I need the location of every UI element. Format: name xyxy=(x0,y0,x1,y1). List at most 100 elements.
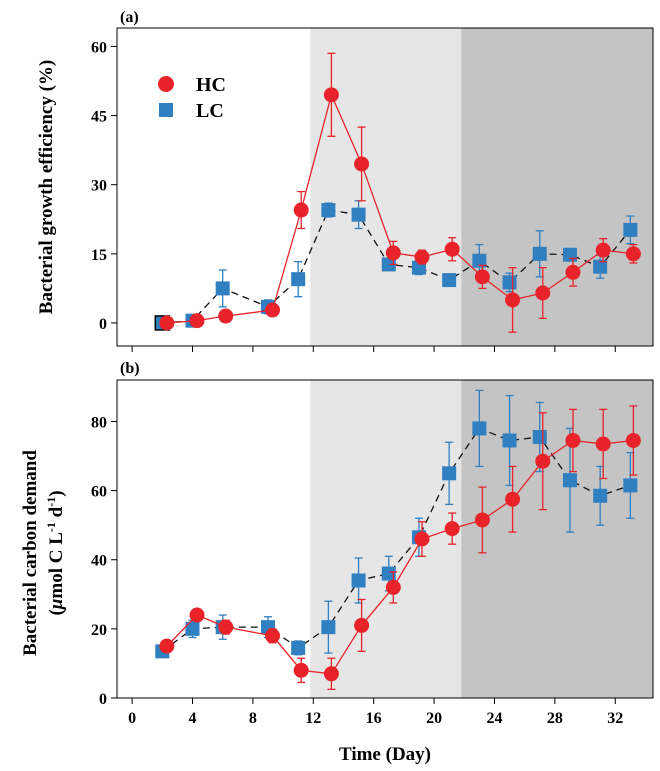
x-tick-label: 8 xyxy=(249,710,257,727)
data-point-lc xyxy=(472,253,487,268)
legend-lc-marker xyxy=(159,103,173,117)
series-line-lc xyxy=(161,427,631,652)
data-point-lc xyxy=(291,272,306,287)
legend-hc-marker xyxy=(158,76,174,92)
data-point-lc xyxy=(562,247,577,262)
data-point-hc xyxy=(323,666,339,682)
panel-a-label: (a) xyxy=(120,9,139,26)
data-point-hc xyxy=(293,662,309,678)
data-point-hc xyxy=(159,638,175,654)
y-tick-label: 60 xyxy=(91,39,107,56)
panel-a-frame xyxy=(116,27,654,347)
x-axis-title: Time (Day) xyxy=(339,744,431,765)
panel-b-label: (b) xyxy=(120,360,140,377)
data-point-hc xyxy=(595,436,611,452)
x-tick-label: 12 xyxy=(305,710,321,727)
shade-region-dark xyxy=(461,380,653,698)
data-point-lc xyxy=(593,488,608,503)
shade-region-light xyxy=(310,28,462,346)
x-tick-label: 24 xyxy=(486,710,502,727)
ylabel-mu: μ xyxy=(46,599,67,611)
data-point-hc xyxy=(265,302,281,318)
data-point-hc xyxy=(565,432,581,448)
data-point-hc xyxy=(444,241,460,257)
shade-region-dark xyxy=(461,28,653,346)
data-point-hc xyxy=(218,308,234,324)
data-point-lc xyxy=(532,430,547,445)
data-point-hc xyxy=(565,264,581,280)
ylabel-close-paren: ) xyxy=(46,490,67,496)
y-tick-label: 40 xyxy=(91,553,107,570)
ylabel-unit: mol C L xyxy=(46,532,67,599)
x-tick-label: 32 xyxy=(607,710,623,727)
ylabel-sup2: -1 xyxy=(44,497,58,507)
data-point-hc xyxy=(354,617,370,633)
legend-hc-label: HC xyxy=(196,74,226,96)
data-point-hc xyxy=(385,245,401,261)
data-point-hc xyxy=(385,579,401,595)
data-point-lc xyxy=(532,246,547,261)
x-tick-labels: 0 4 8 12 16 20 24 28 32 xyxy=(128,710,623,727)
data-point-lc xyxy=(593,259,608,274)
data-point-hc xyxy=(189,313,205,329)
panel-a-y-axis: 0 15 30 45 60 xyxy=(91,39,117,333)
data-point-lc xyxy=(185,621,200,636)
panel-a-legend: HC LC xyxy=(158,74,226,122)
data-point-lc xyxy=(623,478,638,493)
data-point-hc xyxy=(159,315,175,331)
y-tick-label: 20 xyxy=(91,622,107,639)
data-point-lc xyxy=(442,466,457,481)
x-tick-label: 28 xyxy=(547,710,563,727)
panel-a-y-axis-title: Bacterial growth efficiency (%) xyxy=(36,60,57,314)
panel-b-frame xyxy=(116,379,654,699)
data-point-lc xyxy=(502,433,517,448)
data-point-lc xyxy=(623,222,638,237)
series-line-hc xyxy=(166,92,634,324)
shade-region-light xyxy=(310,380,462,698)
data-point-hc xyxy=(354,156,370,172)
data-point-lc xyxy=(351,207,366,222)
data-point-hc xyxy=(474,269,490,285)
panel-b-shading xyxy=(310,380,653,698)
panel-b-series xyxy=(155,389,641,691)
data-point-lc xyxy=(502,275,517,290)
y-tick-label: 80 xyxy=(91,414,107,431)
ylabel-open-paren: ( xyxy=(46,609,67,615)
ylabel-day: d xyxy=(46,506,67,522)
data-point-lc xyxy=(381,257,396,272)
data-point-hc xyxy=(323,87,339,103)
x-tick-label: 0 xyxy=(128,710,136,727)
panel-b-x-ticks xyxy=(131,698,616,704)
x-tick-label: 20 xyxy=(426,710,442,727)
data-point-lc xyxy=(442,273,457,288)
y-tick-label: 0 xyxy=(99,691,107,708)
panel-b-y-axis-title-line1: Bacterial carbon demand xyxy=(20,450,41,656)
data-point-lc xyxy=(381,566,396,581)
data-point-hc xyxy=(474,512,490,528)
data-point-hc xyxy=(265,628,281,644)
y-tick-label: 15 xyxy=(91,247,107,264)
panel-a-shading xyxy=(310,28,653,346)
series-line-hc xyxy=(166,439,634,675)
ylabel-sup1: -1 xyxy=(44,522,58,532)
data-point-hc xyxy=(293,202,309,218)
panel-a-x-ticks xyxy=(131,346,616,352)
data-point-hc xyxy=(189,607,205,623)
panel-a: (a) 0 15 30 45 60 Bacterial growth efficienc… xyxy=(36,9,654,352)
series-line-lc xyxy=(162,209,631,324)
data-point-hc xyxy=(595,242,611,258)
data-point-lc xyxy=(215,281,230,296)
data-point-lc xyxy=(321,620,336,635)
data-point-lc xyxy=(562,473,577,488)
data-point-hc xyxy=(218,619,234,635)
data-point-hc xyxy=(505,292,521,308)
data-point-hc xyxy=(625,432,641,448)
panel-a-series xyxy=(154,52,641,333)
x-tick-label: 4 xyxy=(188,710,196,727)
data-point-lc xyxy=(351,573,366,588)
data-point-hc xyxy=(414,249,430,265)
data-point-hc xyxy=(535,285,551,301)
y-tick-label: 0 xyxy=(99,316,107,333)
